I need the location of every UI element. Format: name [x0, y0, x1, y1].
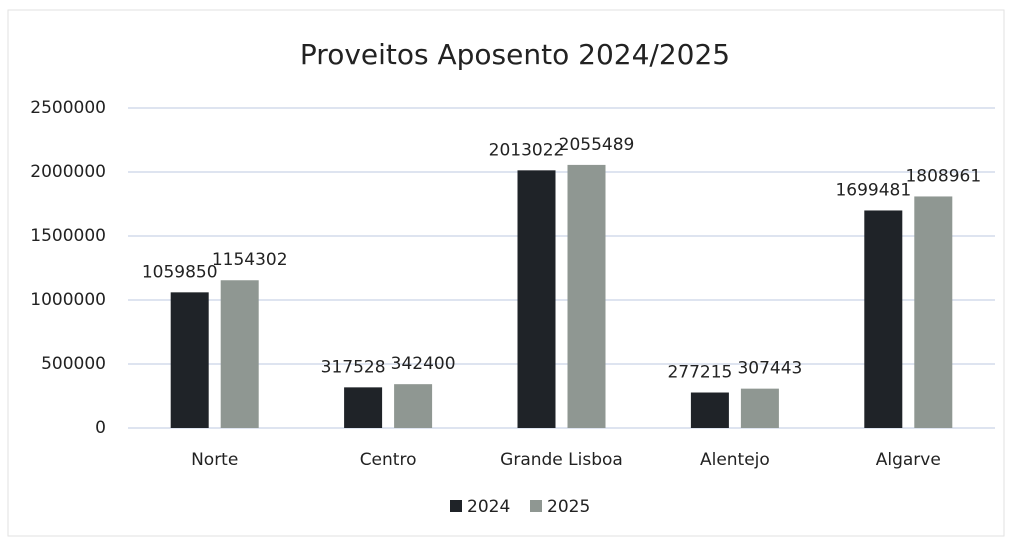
data-label: 2013022 [489, 140, 565, 160]
bar [220, 280, 259, 428]
data-label: 307443 [737, 359, 802, 379]
x-tick-label: Centro [360, 450, 417, 470]
y-tick-label: 1500000 [30, 226, 106, 246]
bar [170, 292, 209, 428]
legend-swatch [450, 500, 462, 512]
legend-swatch [530, 500, 542, 512]
bar [864, 210, 903, 428]
data-label: 1059850 [142, 262, 218, 282]
bar [914, 196, 953, 428]
y-tick-label: 2500000 [30, 98, 106, 118]
x-tick-label: Norte [191, 450, 238, 470]
x-tick-label: Algarve [876, 450, 941, 470]
bar [517, 170, 556, 428]
bar [394, 384, 433, 428]
data-label: 317528 [321, 357, 386, 377]
legend-label: 2024 [467, 497, 510, 517]
data-label: 1154302 [212, 250, 288, 270]
data-label: 2055489 [559, 135, 635, 155]
chart-title: Proveitos Aposento 2024/2025 [300, 38, 730, 71]
y-tick-label: 2000000 [30, 162, 106, 182]
bar [690, 392, 729, 428]
legend-label: 2025 [547, 497, 590, 517]
x-tick-label: Grande Lisboa [500, 450, 623, 470]
data-label: 342400 [391, 354, 456, 374]
data-label: 1808961 [905, 166, 981, 186]
y-tick-label: 1000000 [30, 290, 106, 310]
y-tick-label: 500000 [41, 354, 106, 374]
chart-frame [7, 9, 1005, 537]
bar [344, 387, 383, 428]
data-label: 277215 [667, 363, 732, 383]
bar [740, 388, 779, 428]
x-tick-label: Alentejo [700, 450, 770, 470]
data-label: 1699481 [835, 180, 911, 200]
bar [567, 164, 606, 429]
y-tick-label: 0 [95, 418, 106, 438]
